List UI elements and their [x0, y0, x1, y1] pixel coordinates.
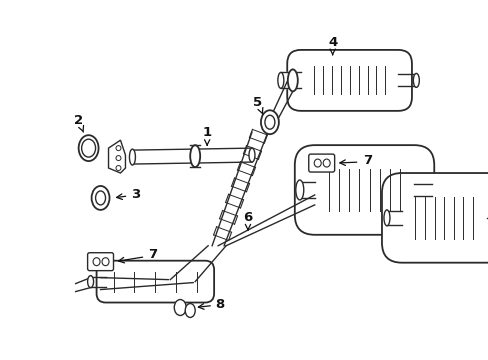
Ellipse shape	[383, 210, 389, 226]
Ellipse shape	[93, 258, 100, 266]
Ellipse shape	[87, 276, 93, 288]
FancyBboxPatch shape	[294, 145, 433, 235]
Text: 6: 6	[243, 211, 252, 230]
Ellipse shape	[277, 72, 283, 88]
Text: 1: 1	[202, 126, 211, 145]
Ellipse shape	[323, 159, 329, 167]
Ellipse shape	[174, 300, 186, 315]
Ellipse shape	[95, 191, 105, 205]
FancyBboxPatch shape	[286, 50, 411, 111]
Ellipse shape	[116, 166, 121, 171]
Ellipse shape	[264, 115, 274, 129]
Ellipse shape	[81, 139, 95, 157]
Polygon shape	[108, 140, 125, 173]
Text: 4: 4	[327, 36, 337, 55]
Ellipse shape	[102, 258, 109, 266]
Ellipse shape	[412, 73, 419, 87]
Text: 7: 7	[362, 154, 371, 167]
FancyBboxPatch shape	[87, 253, 113, 271]
Ellipse shape	[129, 149, 135, 165]
FancyBboxPatch shape	[308, 154, 334, 172]
Ellipse shape	[190, 145, 200, 167]
Ellipse shape	[185, 303, 195, 318]
FancyBboxPatch shape	[96, 261, 214, 302]
Ellipse shape	[116, 146, 121, 150]
Ellipse shape	[116, 156, 121, 161]
Text: 3: 3	[130, 188, 140, 202]
Ellipse shape	[91, 186, 109, 210]
Ellipse shape	[79, 135, 99, 161]
Ellipse shape	[261, 110, 278, 134]
FancyBboxPatch shape	[381, 173, 488, 263]
Text: 2: 2	[74, 114, 83, 132]
Text: 5: 5	[253, 96, 263, 114]
Ellipse shape	[295, 180, 303, 200]
Text: 8: 8	[215, 298, 224, 311]
Text: 7: 7	[147, 248, 157, 261]
Ellipse shape	[287, 69, 297, 91]
Ellipse shape	[314, 159, 321, 167]
Ellipse shape	[248, 148, 254, 162]
